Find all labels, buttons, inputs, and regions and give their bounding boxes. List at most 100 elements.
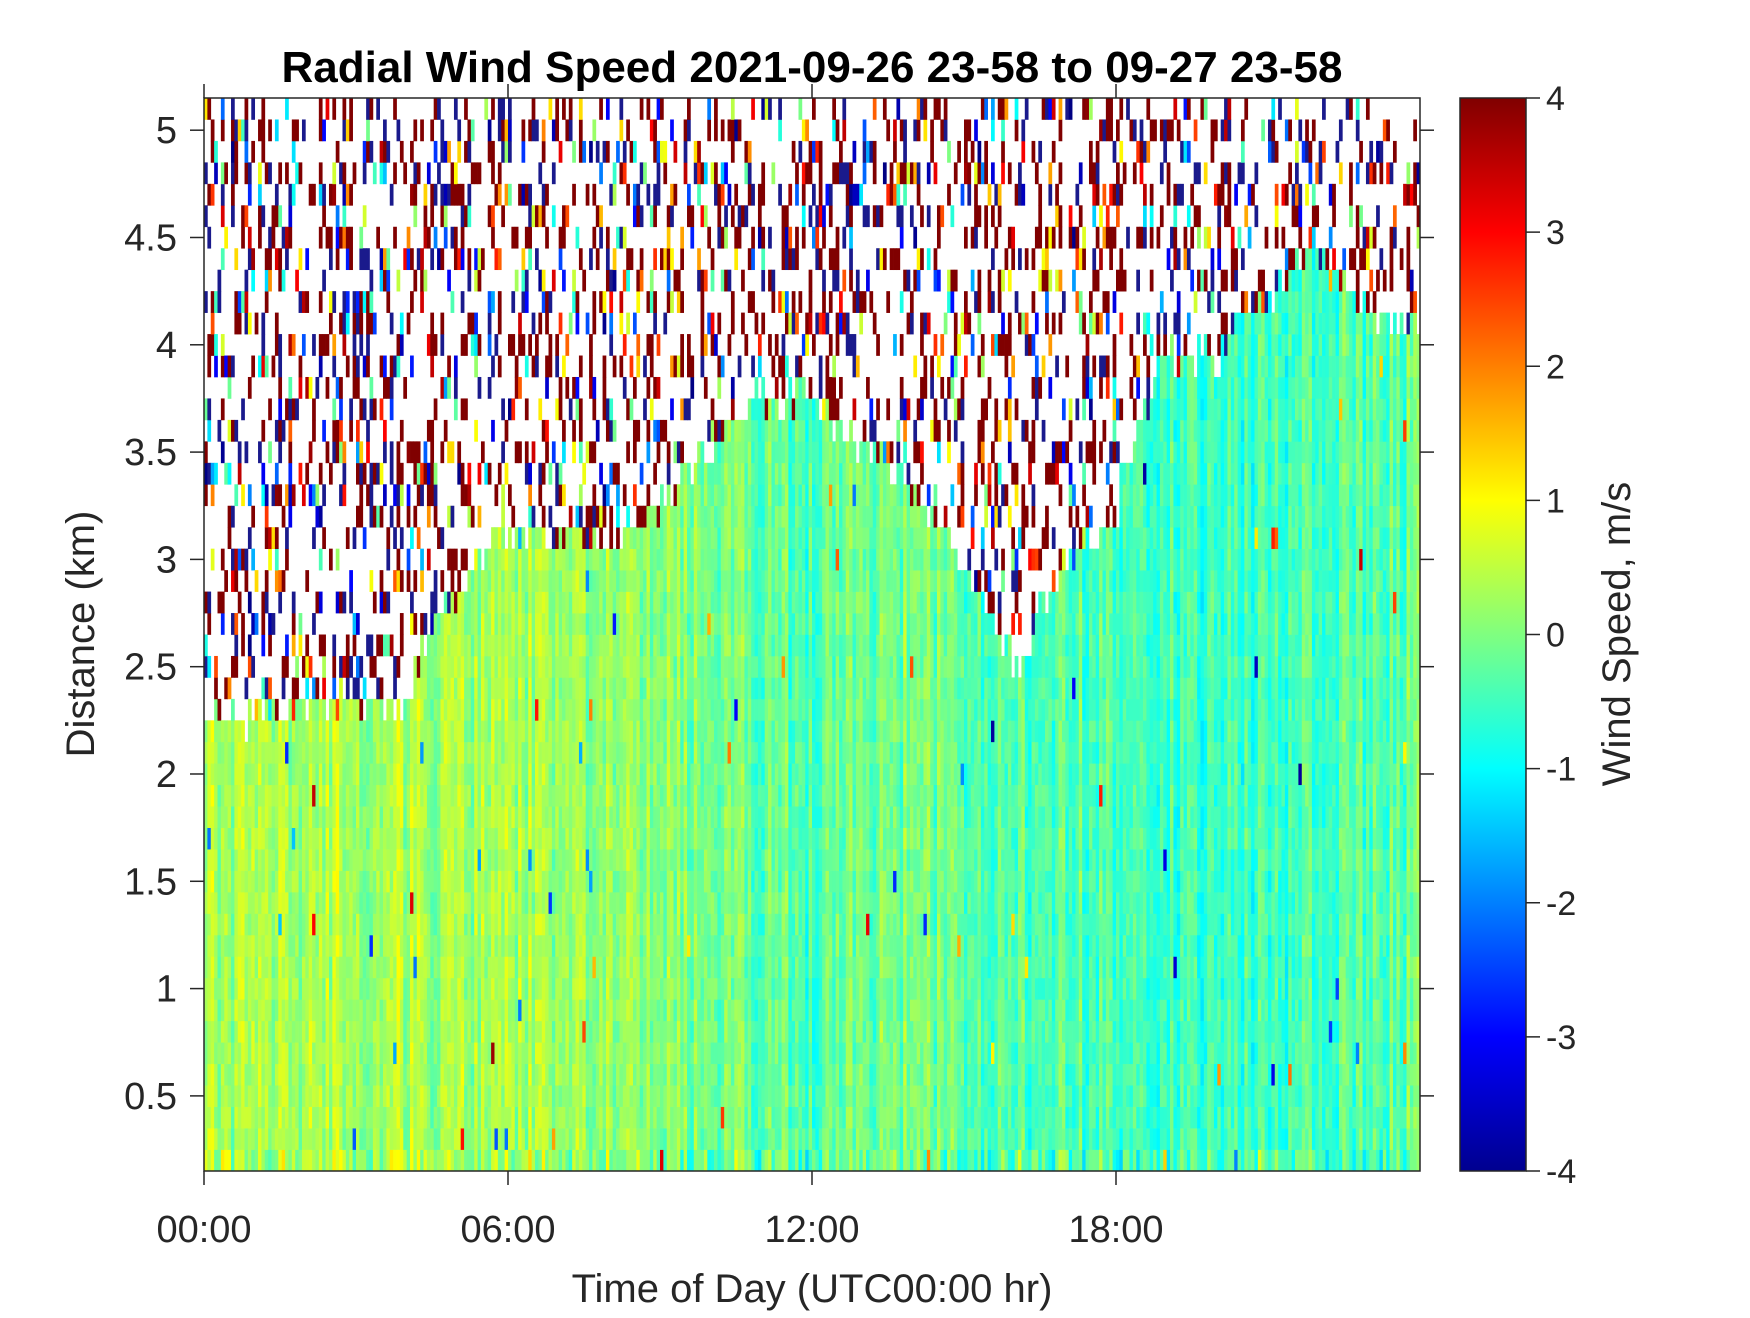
heatmap-cell xyxy=(585,806,590,828)
heatmap-cell xyxy=(379,1063,384,1086)
heatmap-cell xyxy=(214,677,218,700)
heatmap-cell xyxy=(480,677,485,700)
heatmap-cell xyxy=(572,934,576,957)
heatmap-cell xyxy=(356,913,360,936)
heatmap-cell xyxy=(582,1085,587,1107)
heatmap-cell xyxy=(227,1128,232,1150)
heatmap-cell xyxy=(545,291,549,313)
heatmap-cell xyxy=(227,376,232,399)
heatmap-cell xyxy=(406,913,411,936)
heatmap-cell xyxy=(399,1042,404,1065)
heatmap-cell xyxy=(261,634,266,657)
heatmap-cell xyxy=(616,934,620,957)
heatmap-cell xyxy=(460,462,465,485)
heatmap-cell xyxy=(464,827,468,850)
heatmap-cell xyxy=(356,376,360,399)
heatmap-cell xyxy=(619,655,624,678)
heatmap-cell xyxy=(281,419,286,442)
heatmap-cell xyxy=(457,1042,462,1065)
heatmap-cell xyxy=(632,312,637,335)
heatmap-cell xyxy=(616,1042,620,1065)
heatmap-cell xyxy=(376,913,380,936)
heatmap-cell xyxy=(555,1085,560,1107)
heatmap-cell xyxy=(457,784,462,807)
heatmap-cell xyxy=(285,162,289,185)
heatmap-cell xyxy=(656,570,661,592)
heatmap-cell xyxy=(241,977,245,1000)
heatmap-cell xyxy=(616,548,620,571)
heatmap-cell xyxy=(497,934,502,957)
heatmap-cell xyxy=(227,999,232,1022)
heatmap-cell xyxy=(430,419,435,442)
heatmap-cell xyxy=(626,741,630,764)
heatmap-cell xyxy=(646,505,651,528)
heatmap-cell xyxy=(474,1149,478,1171)
heatmap-cell xyxy=(237,1128,242,1150)
heatmap-cell xyxy=(656,162,661,185)
heatmap-cell xyxy=(362,1042,367,1065)
heatmap-cell xyxy=(339,1042,343,1065)
heatmap-cell xyxy=(443,1128,448,1150)
heatmap-cell xyxy=(251,806,256,828)
heatmap-cell xyxy=(399,1128,404,1150)
heatmap-cell xyxy=(545,376,549,399)
heatmap-cell xyxy=(332,956,337,979)
heatmap-cell xyxy=(545,1149,549,1171)
heatmap-cell xyxy=(210,312,215,335)
heatmap-cell xyxy=(484,655,489,678)
heatmap-cell xyxy=(582,870,587,893)
heatmap-cell xyxy=(312,334,316,356)
heatmap-cell xyxy=(464,956,468,979)
heatmap-cell xyxy=(352,1085,357,1107)
heatmap-cell xyxy=(322,741,326,764)
heatmap-cell xyxy=(399,784,404,807)
heatmap-cell xyxy=(258,1020,262,1043)
heatmap-cell xyxy=(339,870,343,893)
heatmap-cell xyxy=(487,591,492,614)
heatmap-cell xyxy=(541,1042,546,1065)
heatmap-cell xyxy=(291,999,296,1022)
heatmap-cell xyxy=(595,741,600,764)
heatmap-cell xyxy=(227,741,232,764)
heatmap-cell xyxy=(295,934,299,957)
heatmap-cell xyxy=(632,484,637,507)
heatmap-cell xyxy=(589,527,593,550)
heatmap-cell xyxy=(258,205,262,228)
heatmap-cell xyxy=(312,1149,316,1171)
heatmap-cell xyxy=(555,741,560,764)
heatmap-cell xyxy=(528,741,532,764)
heatmap-cell xyxy=(605,934,610,957)
heatmap-cell xyxy=(278,334,283,356)
heatmap-cell xyxy=(568,655,573,678)
heatmap-cell xyxy=(281,1020,286,1043)
heatmap-cell xyxy=(568,977,573,1000)
heatmap-cell xyxy=(274,999,279,1022)
heatmap-cell xyxy=(352,613,357,635)
heatmap-cell xyxy=(656,98,661,120)
heatmap-cell xyxy=(514,269,519,292)
heatmap-cell xyxy=(605,1085,610,1107)
heatmap-cell xyxy=(612,162,617,185)
heatmap-cell xyxy=(332,999,337,1022)
heatmap-cell xyxy=(612,591,617,614)
heatmap-cell xyxy=(484,999,489,1022)
heatmap-cell xyxy=(447,763,451,786)
heatmap-cell xyxy=(551,1063,556,1086)
heatmap-cell xyxy=(393,956,397,979)
heatmap-cell xyxy=(626,934,630,957)
heatmap-cell xyxy=(467,913,472,936)
heatmap-cell xyxy=(619,849,624,871)
heatmap-cell xyxy=(643,806,647,828)
heatmap-cell xyxy=(683,1149,688,1171)
heatmap-cell xyxy=(666,892,671,914)
heatmap-cell xyxy=(605,956,610,979)
heatmap-cell xyxy=(342,441,347,464)
heatmap-cell xyxy=(315,892,320,914)
heatmap-cell xyxy=(413,806,418,828)
heatmap-cell xyxy=(622,570,627,592)
heatmap-cell xyxy=(359,806,364,828)
heatmap-cell xyxy=(457,1085,462,1107)
heatmap-cell xyxy=(443,183,448,206)
heatmap-cell xyxy=(487,205,492,228)
heatmap-cell xyxy=(578,870,583,893)
